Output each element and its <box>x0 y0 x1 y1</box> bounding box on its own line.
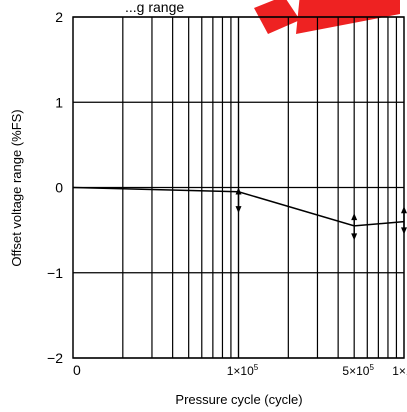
x-tick-labels: 0 1×105 5×105 1×106 <box>73 362 407 378</box>
series-layer <box>72 186 405 227</box>
x-axis-label: Pressure cycle (cycle) <box>175 392 302 407</box>
x-tick-label: 5×105 <box>342 363 374 378</box>
range-arrow <box>351 213 358 241</box>
y-tick-label: 0 <box>55 180 63 196</box>
series-line <box>72 186 405 227</box>
chart-title: ...g range <box>125 0 184 15</box>
plot-frame <box>72 16 405 359</box>
grid-lines <box>73 16 404 359</box>
range-arrow <box>235 187 242 214</box>
y-tick-label: 2 <box>55 9 63 25</box>
y-tick-label: −1 <box>47 265 63 281</box>
range-arrows <box>235 187 407 241</box>
x-tick-label: 0 <box>73 362 81 378</box>
y-tick-label: 1 <box>55 94 63 110</box>
x-tick-label: 1×105 <box>227 363 259 378</box>
x-tick-label: 1×106 <box>392 363 407 378</box>
y-axis-label: Offset voltage range (%FS) <box>9 109 24 266</box>
y-tick-labels: 2 1 0 −1 −2 <box>47 9 63 366</box>
y-tick-label: −2 <box>47 350 63 366</box>
